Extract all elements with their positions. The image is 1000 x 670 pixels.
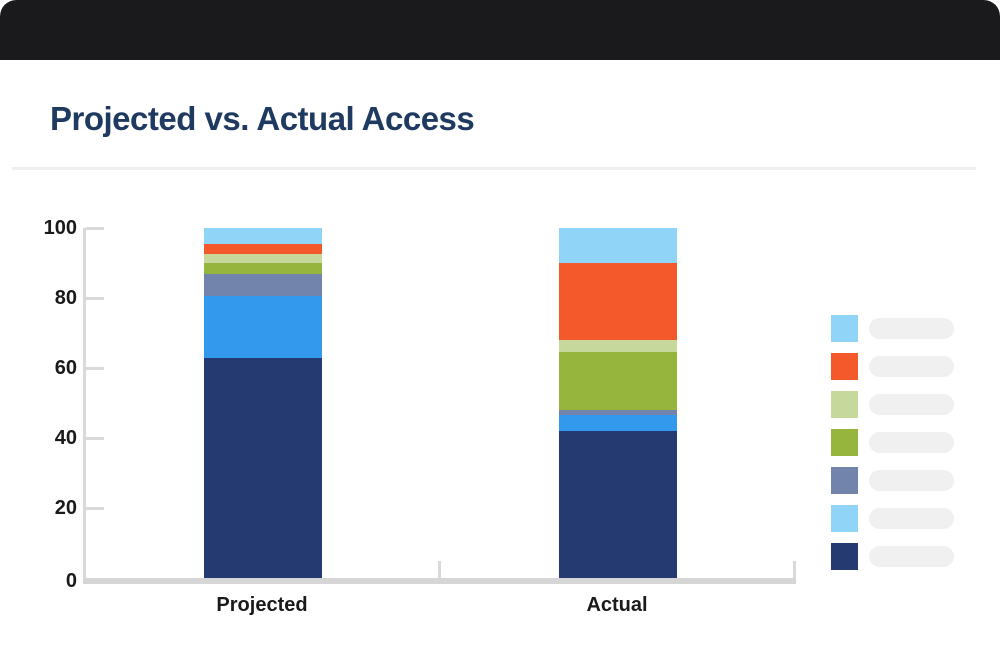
legend-label-placeholder-slate-blue bbox=[869, 470, 954, 491]
legend-label-placeholder-green bbox=[869, 432, 954, 453]
y-tick-label: 60 bbox=[54, 357, 77, 379]
bar-actual-segment-light-blue[interactable] bbox=[559, 228, 677, 263]
legend-item-orange[interactable] bbox=[831, 353, 954, 380]
bar-actual-segment-bright-blue[interactable] bbox=[559, 415, 677, 431]
bar-projected-segment-slate-blue[interactable] bbox=[204, 273, 322, 297]
category-label-projected: Projected bbox=[216, 594, 308, 616]
legend-item-light-blue-2[interactable] bbox=[831, 505, 954, 532]
y-axis-line bbox=[83, 228, 86, 584]
legend-swatch-light-blue-2 bbox=[831, 505, 858, 532]
y-tick bbox=[86, 436, 104, 440]
y-tick bbox=[86, 506, 104, 510]
y-tick-label: 20 bbox=[54, 497, 77, 519]
legend-item-light-blue[interactable] bbox=[831, 315, 954, 342]
bar-projected-segment-navy[interactable] bbox=[204, 357, 322, 578]
legend-swatch-navy bbox=[831, 543, 858, 570]
title-divider bbox=[12, 167, 976, 170]
legend-swatch-pale-green bbox=[831, 391, 858, 418]
legend-label-placeholder-light-blue-2 bbox=[869, 508, 954, 529]
legend-label-placeholder-pale-green bbox=[869, 394, 954, 415]
bar-actual-segment-pale-green[interactable] bbox=[559, 340, 677, 353]
chart-title: Projected vs. Actual Access bbox=[50, 100, 475, 137]
legend-swatch-slate-blue bbox=[831, 467, 858, 494]
bar-projected-segment-light-blue[interactable] bbox=[204, 228, 322, 244]
legend-item-green[interactable] bbox=[831, 429, 954, 456]
y-tick-label: 80 bbox=[54, 287, 77, 309]
legend-item-slate-blue[interactable] bbox=[831, 467, 954, 494]
y-tick bbox=[86, 366, 104, 370]
bar-projected-segment-green[interactable] bbox=[204, 263, 322, 274]
legend-swatch-light-blue bbox=[831, 315, 858, 342]
legend-item-navy[interactable] bbox=[831, 543, 954, 570]
category-label-actual: Actual bbox=[586, 594, 648, 616]
bar-actual[interactable] bbox=[559, 228, 677, 578]
bar-actual-segment-orange[interactable] bbox=[559, 263, 677, 340]
bar-actual-segment-slate-blue[interactable] bbox=[559, 410, 677, 416]
x-axis-line bbox=[83, 578, 796, 584]
legend-swatch-green bbox=[831, 429, 858, 456]
bar-projected[interactable] bbox=[204, 228, 322, 578]
y-tick bbox=[86, 296, 104, 300]
y-tick bbox=[86, 226, 104, 230]
x-tick bbox=[438, 561, 441, 578]
top-header-bar bbox=[0, 0, 1000, 60]
y-tick-label: 100 bbox=[43, 217, 77, 239]
bar-projected-segment-bright-blue[interactable] bbox=[204, 296, 322, 358]
legend-item-pale-green[interactable] bbox=[831, 391, 954, 418]
x-tick bbox=[793, 561, 796, 578]
legend-label-placeholder-light-blue bbox=[869, 318, 954, 339]
y-tick-label: 0 bbox=[65, 570, 77, 592]
bar-actual-segment-navy[interactable] bbox=[559, 431, 677, 578]
bar-actual-segment-green[interactable] bbox=[559, 352, 677, 410]
y-tick-label: 40 bbox=[54, 427, 77, 449]
bar-projected-segment-pale-green[interactable] bbox=[204, 254, 322, 263]
legend-swatch-orange bbox=[831, 353, 858, 380]
legend-label-placeholder-navy bbox=[869, 546, 954, 567]
legend-label-placeholder-orange bbox=[869, 356, 954, 377]
bar-projected-segment-orange[interactable] bbox=[204, 243, 322, 255]
